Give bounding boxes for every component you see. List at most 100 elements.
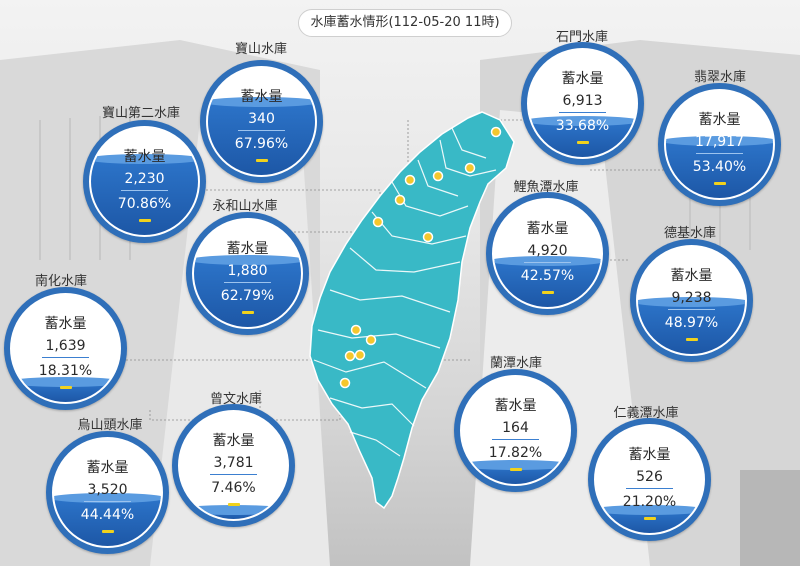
reservoir-name: 烏山頭水庫: [77, 418, 143, 433]
storage-volume: 17,917: [695, 133, 744, 150]
reservoir-name: 曾文水庫: [209, 392, 263, 407]
gauge-face: 蓄水量 4,920 42.57%: [492, 198, 603, 309]
water-wave: [12, 377, 119, 388]
storage-volume: 3,781: [213, 454, 254, 471]
water-wave: [194, 254, 301, 265]
storage-volume: 340: [248, 110, 275, 127]
gauge-label: 蓄水量: [670, 268, 713, 285]
water-wave: [494, 256, 601, 267]
gauge-label: 蓄水量: [494, 398, 537, 415]
gauge-label: 蓄水量: [698, 112, 741, 129]
storage-percent: 70.86%: [117, 196, 172, 213]
gauge-dash: [227, 502, 240, 506]
gauge-dash: [713, 181, 726, 185]
gauge-label: 蓄水量: [628, 447, 671, 464]
gauge-dash: [138, 218, 151, 222]
gauge-label: 蓄水量: [526, 221, 569, 238]
gauge-dash: [541, 290, 554, 294]
storage-percent: 33.68%: [555, 118, 610, 135]
storage-volume: 164: [502, 419, 529, 436]
water-level-fill: [596, 505, 703, 533]
gauge-face: 蓄水量 6,913 33.68%: [527, 48, 638, 159]
reservoir-gauge: 蓄水量 3,520 44.44%: [46, 431, 169, 554]
water-level-fill: [666, 135, 773, 198]
gauge-divider: [237, 130, 286, 132]
storage-percent: 44.44%: [80, 507, 135, 524]
reservoir-name: 永和山水庫: [212, 199, 278, 214]
water-level-fill: [54, 493, 161, 546]
water-level-fill: [462, 459, 569, 484]
reservoir-gauge: 蓄水量 3,781 7.46%: [172, 404, 295, 527]
gauge-face: 蓄水量 2,230 70.86%: [89, 126, 200, 237]
reservoir-gauge: 蓄水量 1,880 62.79%: [186, 212, 309, 335]
storage-percent: 67.96%: [234, 136, 289, 153]
water-wave: [529, 115, 636, 126]
gauge-divider: [625, 488, 674, 490]
gauge-dash: [643, 516, 656, 520]
gauge-divider: [558, 112, 607, 114]
reservoir-name: 石門水庫: [555, 30, 609, 45]
storage-percent: 17.82%: [488, 445, 543, 462]
reservoir-gauge: 蓄水量 526 21.20%: [588, 418, 711, 541]
gauge-dash: [241, 310, 254, 314]
water-level-fill: [208, 97, 315, 175]
reservoir-name: 翡翠水庫: [693, 70, 747, 85]
reservoir-name: 仁義潭水庫: [613, 406, 679, 421]
gauge-face: 蓄水量 164 17.82%: [460, 375, 571, 486]
gauge-dash: [685, 337, 698, 341]
gauge-face: 蓄水量 340 67.96%: [206, 66, 317, 177]
gauge-label: 蓄水量: [240, 89, 283, 106]
gauge-divider: [667, 309, 716, 311]
water-level-fill: [180, 505, 287, 519]
storage-volume: 1,880: [227, 262, 268, 279]
reservoir-gauge: 蓄水量 1,639 18.31%: [4, 287, 127, 410]
storage-percent: 48.97%: [664, 315, 719, 332]
water-wave: [91, 154, 198, 165]
reservoir-name: 德基水庫: [663, 226, 717, 241]
reservoir-name: 寶山水庫: [234, 42, 288, 57]
reservoir-name: 鯉魚潭水庫: [513, 180, 579, 195]
reservoir-name: 南化水庫: [34, 274, 88, 289]
storage-volume: 526: [636, 468, 663, 485]
water-wave: [462, 459, 569, 470]
reservoir-markers: [339, 126, 502, 389]
gauge-divider: [120, 190, 169, 192]
storage-percent: 21.20%: [622, 494, 677, 511]
gauge-label: 蓄水量: [86, 460, 129, 477]
gauge-label: 蓄水量: [226, 241, 269, 258]
gauge-face: 蓄水量 3,781 7.46%: [178, 410, 289, 521]
gauge-divider: [491, 439, 540, 441]
water-wave: [54, 493, 161, 504]
reservoir-gauge: 蓄水量 9,238 48.97%: [630, 239, 753, 362]
water-wave: [180, 505, 287, 516]
storage-volume: 4,920: [527, 242, 568, 259]
gauge-divider: [83, 501, 132, 503]
reservoir-gauge: 蓄水量 2,230 70.86%: [83, 120, 206, 243]
storage-volume: 9,238: [671, 289, 712, 306]
gauge-face: 蓄水量 17,917 53.40%: [664, 89, 775, 200]
storage-volume: 6,913: [562, 92, 603, 109]
storage-percent: 18.31%: [38, 363, 93, 380]
gauge-label: 蓄水量: [123, 149, 166, 166]
storage-percent: 62.79%: [220, 288, 275, 305]
gauge-dash: [576, 140, 589, 144]
water-wave: [596, 505, 703, 516]
storage-percent: 53.40%: [692, 159, 747, 176]
reservoir-gauge: 蓄水量 6,913 33.68%: [521, 42, 644, 165]
page-title: 水庫蓄水情形(112-05-20 11時): [298, 9, 512, 37]
gauge-face: 蓄水量 3,520 44.44%: [52, 437, 163, 548]
water-level-fill: [638, 296, 745, 354]
gauge-divider: [695, 153, 744, 155]
water-level-fill: [529, 115, 636, 157]
gauge-divider: [523, 262, 572, 264]
reservoir-gauge: 蓄水量 164 17.82%: [454, 369, 577, 492]
gauge-face: 蓄水量 1,639 18.31%: [10, 293, 121, 404]
water-level-fill: [194, 254, 301, 327]
gauge-dash: [101, 529, 114, 533]
gauge-dash: [509, 467, 522, 471]
storage-percent: 7.46%: [211, 480, 256, 497]
gauge-label: 蓄水量: [561, 71, 604, 88]
reservoir-name: 蘭潭水庫: [489, 356, 543, 371]
water-level-fill: [91, 154, 198, 235]
gauge-dash: [255, 158, 268, 162]
